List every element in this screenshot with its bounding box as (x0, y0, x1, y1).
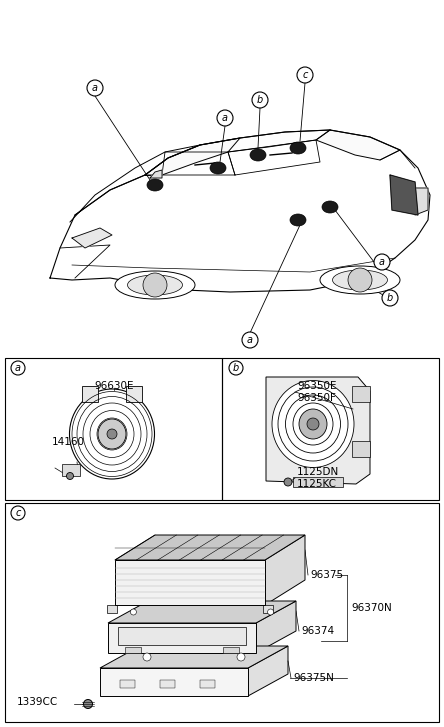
Bar (125, 647, 141, 653)
Ellipse shape (147, 179, 163, 191)
Text: b: b (233, 363, 239, 373)
Text: 1125KC: 1125KC (297, 479, 337, 489)
Polygon shape (150, 170, 162, 178)
Text: b: b (257, 95, 263, 105)
Text: 1339CC: 1339CC (17, 697, 58, 707)
Ellipse shape (272, 380, 354, 467)
Bar (120, 680, 135, 688)
Polygon shape (100, 668, 248, 696)
Bar (263, 605, 273, 613)
Circle shape (11, 361, 25, 375)
Bar (200, 680, 215, 688)
Ellipse shape (98, 419, 126, 449)
Polygon shape (415, 188, 428, 215)
Polygon shape (115, 560, 265, 605)
Circle shape (284, 478, 292, 486)
Text: a: a (379, 257, 385, 267)
Circle shape (252, 92, 268, 108)
Ellipse shape (290, 214, 306, 226)
Text: c: c (302, 70, 308, 80)
Text: 96350E: 96350E (297, 381, 337, 391)
Polygon shape (266, 377, 370, 484)
Text: 96375: 96375 (310, 570, 343, 580)
Text: c: c (15, 508, 21, 518)
Ellipse shape (210, 162, 226, 174)
Circle shape (143, 653, 151, 661)
Text: a: a (15, 363, 21, 373)
Bar (126, 386, 142, 402)
Bar (5, 503, 439, 722)
Ellipse shape (278, 387, 348, 461)
Ellipse shape (299, 409, 327, 439)
Bar (5, 358, 222, 500)
Polygon shape (316, 130, 400, 160)
Text: a: a (92, 83, 98, 93)
Bar (223, 647, 239, 653)
Circle shape (131, 609, 136, 615)
Circle shape (242, 332, 258, 348)
Circle shape (83, 699, 92, 709)
Circle shape (307, 418, 319, 430)
Bar (160, 680, 175, 688)
Text: a: a (247, 335, 253, 345)
Text: 96350F: 96350F (297, 393, 336, 403)
Polygon shape (108, 601, 296, 623)
Bar (118, 627, 246, 645)
Circle shape (374, 254, 390, 270)
Bar (222, 358, 439, 500)
Ellipse shape (127, 275, 182, 295)
Text: 96630E: 96630E (94, 381, 134, 391)
Text: 1125DN: 1125DN (297, 467, 339, 477)
Circle shape (143, 273, 167, 297)
Polygon shape (108, 623, 256, 653)
Ellipse shape (333, 270, 388, 290)
Polygon shape (100, 646, 288, 668)
Polygon shape (72, 228, 112, 248)
Circle shape (348, 268, 372, 292)
Ellipse shape (322, 201, 338, 213)
Circle shape (87, 80, 103, 96)
Circle shape (11, 506, 25, 520)
Polygon shape (390, 175, 418, 215)
Bar (293, 477, 343, 487)
Circle shape (67, 473, 74, 480)
Bar (107, 605, 117, 613)
Ellipse shape (285, 395, 341, 453)
Circle shape (229, 361, 243, 375)
Ellipse shape (115, 271, 195, 299)
Polygon shape (115, 535, 305, 560)
Text: 96375N: 96375N (293, 673, 334, 683)
Ellipse shape (70, 389, 155, 479)
Bar (352, 441, 370, 457)
Circle shape (382, 290, 398, 306)
Text: b: b (387, 293, 393, 303)
Text: 14160: 14160 (52, 437, 85, 447)
Text: a: a (222, 113, 228, 123)
Bar (82, 386, 98, 402)
Circle shape (268, 609, 274, 615)
Polygon shape (200, 130, 330, 152)
Circle shape (217, 110, 233, 126)
Circle shape (297, 67, 313, 83)
Circle shape (107, 429, 117, 439)
Bar (352, 386, 370, 402)
Text: 96374: 96374 (301, 626, 334, 636)
Bar (62, 464, 80, 476)
Text: 96370N: 96370N (351, 603, 392, 613)
Ellipse shape (293, 403, 333, 445)
Polygon shape (256, 601, 296, 653)
Polygon shape (265, 535, 305, 605)
Ellipse shape (250, 149, 266, 161)
Ellipse shape (290, 142, 306, 154)
Ellipse shape (320, 266, 400, 294)
Polygon shape (248, 646, 288, 696)
Polygon shape (145, 138, 240, 175)
Circle shape (237, 653, 245, 661)
